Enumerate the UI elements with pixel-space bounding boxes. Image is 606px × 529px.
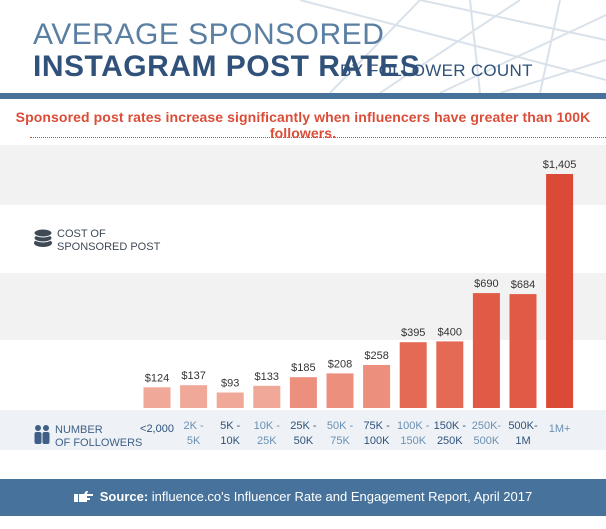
category-label: 2K - [184, 420, 205, 432]
category-axis-band [0, 410, 606, 450]
bar [363, 365, 391, 408]
bar [436, 341, 464, 408]
title-line-2: INSTAGRAM POST RATES [33, 50, 421, 83]
bar-value-label: $258 [364, 350, 388, 362]
plot-band [0, 273, 606, 340]
bar [399, 342, 427, 408]
legend-cost-line-2: SPONSORED POST [57, 241, 161, 253]
category-label-line-2: 150K [400, 435, 426, 447]
pointing-hand-icon [73, 491, 93, 502]
bar [180, 385, 208, 408]
category-label: 75K - [363, 420, 390, 432]
bar-value-label: $137 [181, 370, 205, 382]
bar-value-label: $690 [474, 278, 498, 290]
plot-band [0, 145, 606, 205]
header-divider-bar [0, 93, 606, 99]
header: AVERAGE SPONSORED INSTAGRAM POST RATES B… [0, 0, 606, 93]
category-label-line-2: 500K [474, 435, 500, 447]
category-label-line-2: 75K [330, 435, 350, 447]
bar [289, 377, 317, 408]
category-label: 100K - [397, 420, 430, 432]
category-label-line-2: 10K [220, 435, 240, 447]
category-label: 10K - [254, 420, 281, 432]
source-line: Source: influence.co's Influencer Rate a… [0, 489, 606, 504]
bar [253, 385, 281, 408]
title-line-1: AVERAGE SPONSORED [33, 18, 385, 51]
dotted-divider [30, 137, 606, 138]
category-label-line-2: 1M [515, 435, 530, 447]
category-label-line-2: 25K [257, 435, 277, 447]
coin-stack-icon [33, 228, 53, 247]
bottom-margin [0, 516, 606, 529]
bar-value-label: $93 [221, 378, 239, 390]
plot-band [0, 205, 606, 273]
legend-followers-line-1: NUMBER [55, 424, 103, 436]
category-label: 150K - [434, 420, 467, 432]
bar [216, 392, 244, 408]
bar [472, 293, 500, 408]
category-label: 1M+ [549, 423, 571, 435]
bar-chart: $124 <2,000 $137 2K - 5K $93 5K - 10K $133 10K - 2… [140, 159, 577, 447]
source-text: influence.co's Influencer Rate and Engag… [148, 489, 533, 504]
category-label: 25K - [290, 420, 317, 432]
category-label: 250K- [472, 420, 502, 432]
bar [326, 373, 354, 408]
bar [143, 387, 171, 408]
legend-cost-line-1: COST OF [57, 228, 106, 240]
category-label: 50K - [327, 420, 354, 432]
title-suffix: BY FOLLOWER COUNT [340, 61, 533, 80]
bar-value-label: $684 [511, 279, 535, 291]
bar [509, 294, 537, 408]
bar-value-label: $185 [291, 362, 315, 374]
category-label-line-2: 50K [294, 435, 314, 447]
people-icon [34, 425, 50, 444]
grid-background-decoration [299, 0, 606, 93]
bar-value-label: $124 [145, 372, 169, 384]
bar-value-label: $133 [255, 371, 279, 383]
category-label-line-2: 5K [187, 435, 201, 447]
category-label-line-2: 250K [437, 435, 463, 447]
bar [546, 174, 574, 408]
bar-value-label: $1,405 [543, 159, 577, 171]
category-label: <2,000 [140, 423, 174, 435]
source-label: Source: [99, 489, 149, 504]
bar-value-label: $395 [401, 327, 425, 339]
footer: Source: influence.co's Influencer Rate a… [0, 479, 606, 516]
category-label-line-2: 100K [364, 435, 390, 447]
category-label: 5K - [220, 420, 241, 432]
legend-followers-line-2: OF FOLLOWERS [55, 437, 143, 449]
bar-value-label: $400 [438, 326, 462, 338]
bar-value-label: $208 [328, 358, 352, 370]
category-label: 500K- [508, 420, 538, 432]
